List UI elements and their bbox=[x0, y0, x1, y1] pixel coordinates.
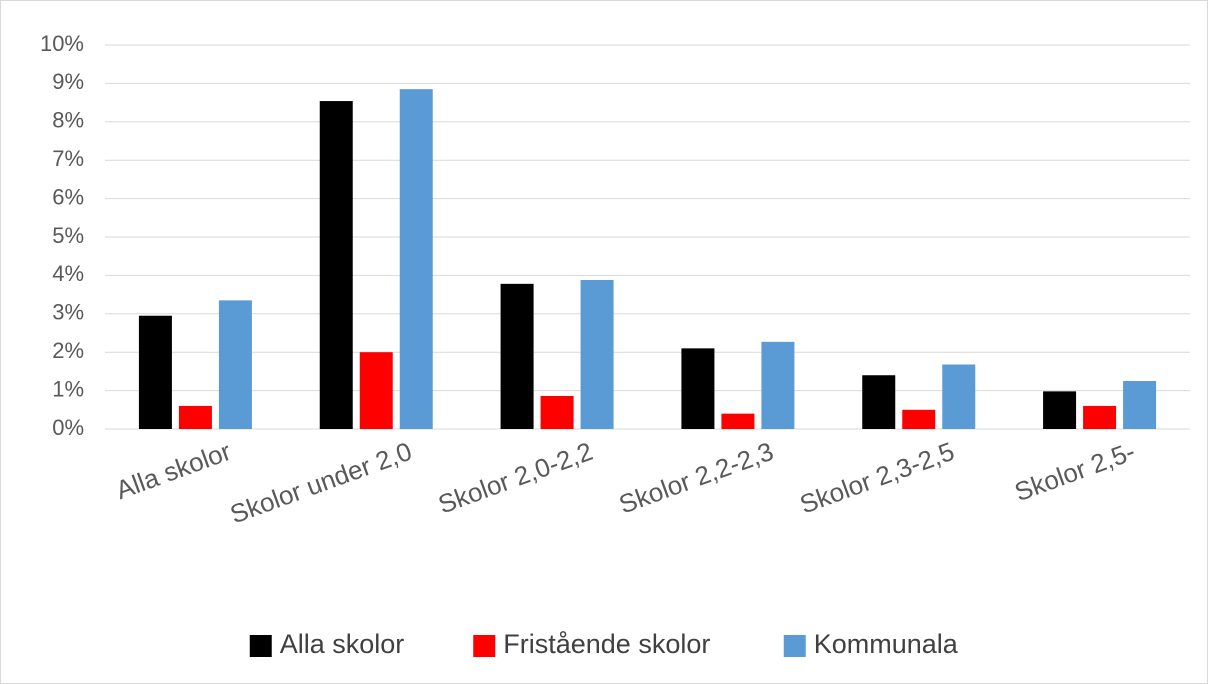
bar bbox=[500, 283, 534, 429]
legend-label: Alla skolor bbox=[280, 629, 405, 659]
bar bbox=[319, 101, 353, 430]
y-tick-label: 5% bbox=[52, 223, 84, 248]
bar bbox=[681, 348, 715, 429]
bar bbox=[540, 395, 574, 429]
y-tick-label: 2% bbox=[52, 338, 84, 363]
y-tick-label: 10% bbox=[40, 31, 84, 56]
y-tick-label: 0% bbox=[52, 415, 84, 440]
bar bbox=[359, 352, 393, 429]
bar bbox=[1043, 391, 1077, 429]
bar bbox=[761, 341, 795, 429]
bar bbox=[399, 89, 433, 429]
legend-swatch bbox=[783, 635, 806, 657]
y-tick-label: 7% bbox=[52, 146, 84, 171]
legend-label: Kommunala bbox=[814, 629, 959, 659]
legend-label: Fristående skolor bbox=[503, 629, 710, 659]
bar bbox=[862, 375, 896, 429]
bar bbox=[942, 364, 976, 429]
y-tick-label: 6% bbox=[52, 184, 84, 209]
y-tick-label: 9% bbox=[52, 69, 84, 94]
bar bbox=[178, 405, 212, 429]
bar bbox=[138, 315, 172, 429]
bar bbox=[1083, 405, 1117, 429]
y-tick-label: 3% bbox=[52, 300, 84, 325]
y-tick-label: 8% bbox=[52, 108, 84, 133]
bar bbox=[1123, 381, 1157, 429]
legend-swatch bbox=[249, 635, 272, 657]
y-tick-label: 4% bbox=[52, 261, 84, 286]
bar bbox=[580, 280, 614, 429]
bar bbox=[721, 413, 755, 429]
bar bbox=[218, 300, 252, 429]
y-tick-label: 1% bbox=[52, 376, 84, 401]
bar bbox=[902, 409, 936, 429]
legend-swatch bbox=[473, 635, 496, 657]
